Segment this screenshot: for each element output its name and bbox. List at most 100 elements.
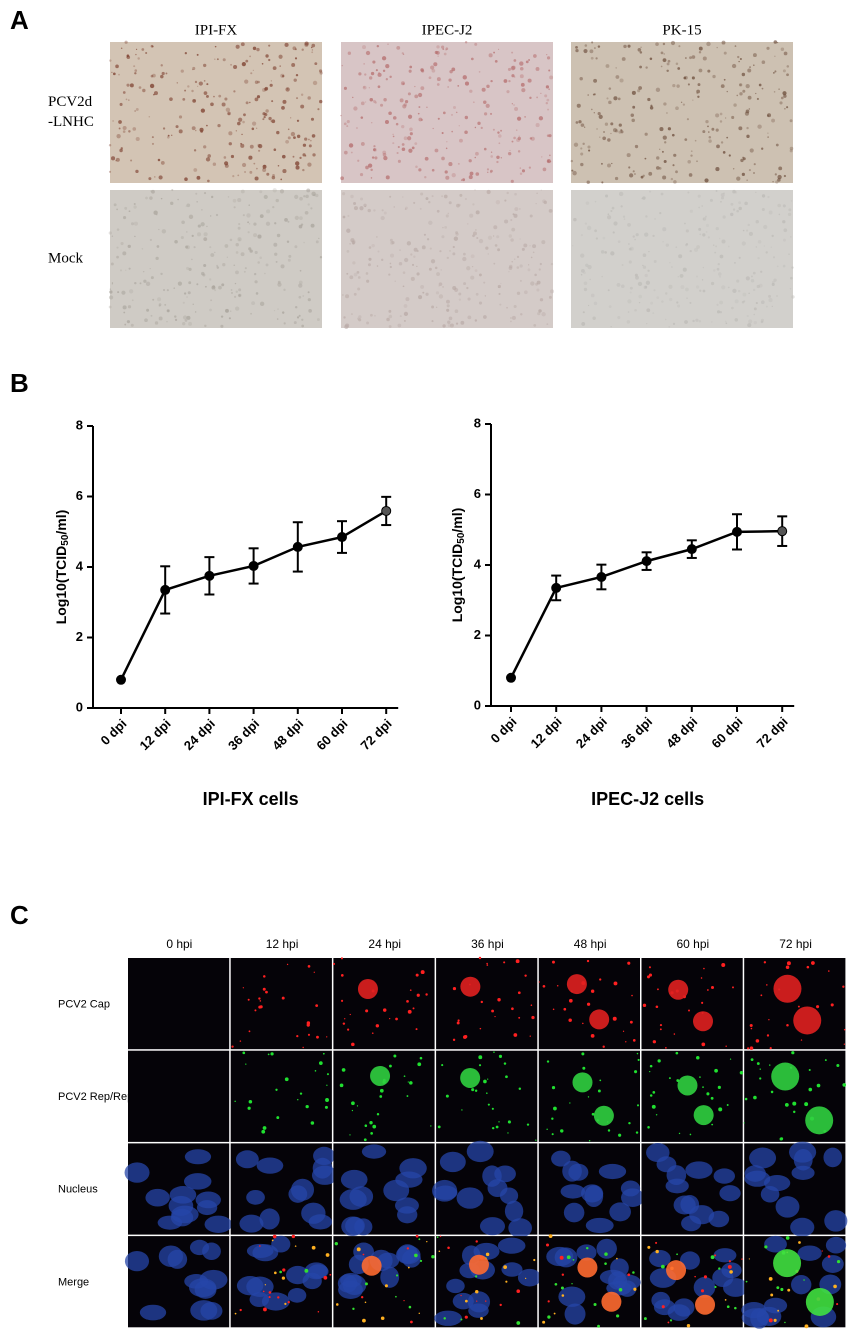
cell-speck [248,247,252,251]
cell-speck [724,320,727,323]
cell-speck [228,131,233,136]
speck [768,1276,773,1281]
cell-speck [424,176,427,179]
cell-speck [385,175,390,180]
cell-speck [283,288,286,292]
cell-speck [715,113,720,118]
cell-speck [428,220,433,225]
speck [792,1110,796,1114]
cell-speck [468,175,473,180]
cell-speck [547,108,550,111]
speck [631,994,633,997]
speck [702,1086,704,1088]
cell-speck [686,118,689,121]
speck [248,1100,253,1104]
cell-speck [513,213,518,218]
speck [694,1275,696,1278]
cell-speck [409,127,413,132]
cell-speck [203,232,208,237]
speck [362,1253,365,1256]
cell-speck [768,210,773,215]
cell-speck [504,219,509,224]
cell-speck [280,264,285,269]
cell-speck [262,112,266,116]
speck [718,1107,723,1112]
infected-cell [805,1106,834,1135]
nucleus [494,1165,516,1183]
cell-speck [350,238,355,243]
cell-speck [149,83,155,89]
cell-speck [664,141,667,144]
cell-speck [789,276,793,280]
cell-speck [698,320,702,323]
cell-speck [386,317,390,322]
cell-speck [248,155,253,160]
cell-speck [188,267,192,271]
cell-speck [143,279,147,283]
cell-speck [757,240,762,244]
speck [561,1294,565,1297]
cell-speck [748,292,750,295]
cell-speck [579,76,583,81]
cell-speck [542,199,546,204]
cell-speck [193,149,197,152]
cell-speck [407,92,411,96]
cell-speck [130,323,134,327]
cell-speck [296,316,300,319]
cell-speck [274,252,278,256]
cell-speck [441,132,444,135]
cell-speck [528,59,531,61]
speck [703,967,705,970]
row-label: PCV2d [48,94,93,110]
cell-speck [608,305,612,309]
nucleus [501,1262,523,1277]
cell-speck [319,256,323,259]
cell-speck [584,44,588,47]
micrograph [124,1236,230,1328]
speck [655,1249,659,1254]
cell-speck [511,315,516,320]
speck [616,1314,620,1318]
cell-speck [478,238,484,244]
row-label: -LNHC [48,114,94,130]
cell-speck [279,189,285,194]
speck [830,1003,834,1007]
speck [304,1268,309,1273]
speck [625,1041,627,1043]
cell-speck [145,196,148,200]
speck [415,973,419,977]
cell-speck [753,320,757,325]
cell-speck [634,144,639,149]
cell-speck [418,92,423,98]
nucleus [184,1274,209,1289]
cell-speck [722,151,726,154]
cell-speck [464,115,469,120]
cell-speck [240,189,245,194]
cell-speck [399,98,404,103]
cell-speck [719,120,723,123]
cell-speck [713,269,716,272]
speck [808,1068,811,1072]
nucleus [340,1169,368,1190]
cell-speck [405,297,410,302]
cell-speck [446,256,449,260]
speck [749,1024,753,1028]
cell-speck [732,288,737,294]
cell-speck [319,71,323,75]
cell-speck [639,65,642,69]
cell-speck [475,210,480,215]
cell-speck [712,74,716,79]
cell-speck [632,170,635,173]
cell-speck [621,57,626,61]
speck [499,1303,502,1307]
cell-speck [309,139,312,142]
cell-speck [472,101,475,104]
cell-speck [119,102,123,106]
cell-speck [442,111,446,115]
cell-speck [546,54,548,56]
cell-speck [251,301,256,306]
cell-speck [410,276,415,281]
speck [503,1265,508,1270]
cell-speck [122,126,127,131]
cell-speck [111,71,113,74]
